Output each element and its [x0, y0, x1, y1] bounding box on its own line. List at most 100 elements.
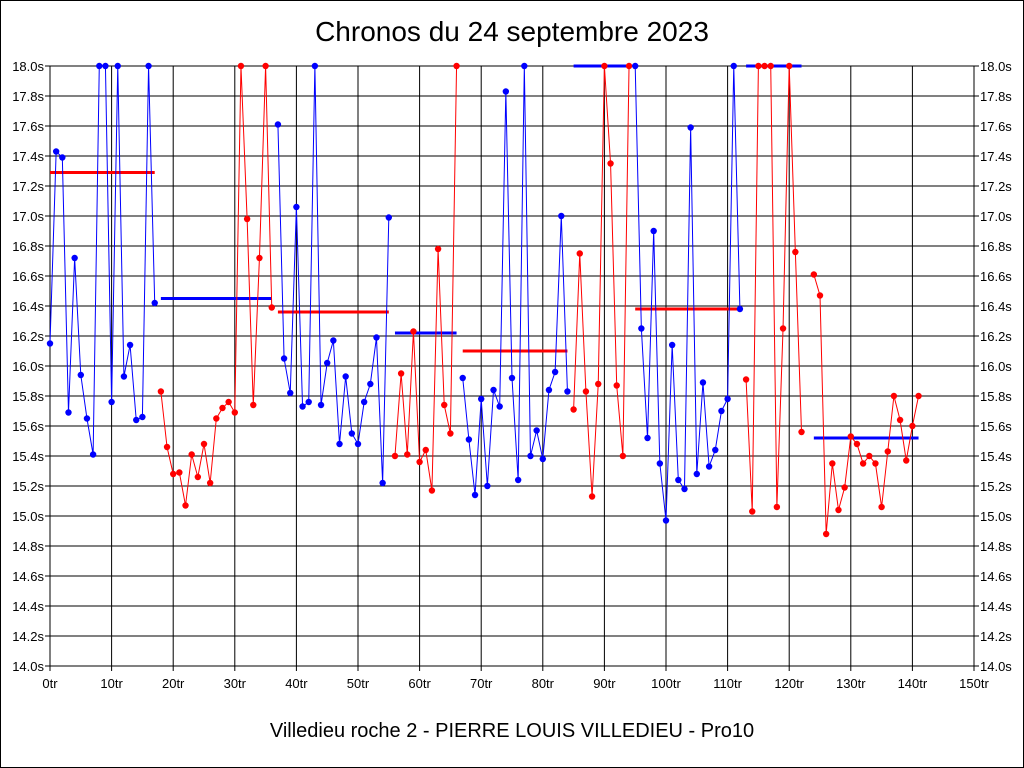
data-point [564, 388, 571, 395]
axis-tick-labels: 0tr 10tr 20tr 30tr 40tr 50tr 60tr 70tr 80tr 90tr 1… [12, 59, 1012, 691]
data-point [46, 340, 54, 347]
x-tick-label: 130tr [836, 676, 866, 691]
data-point [324, 359, 331, 367]
data-point [299, 403, 306, 410]
data-point [219, 404, 226, 412]
data-point [699, 379, 707, 386]
data-point [755, 62, 762, 70]
y-tick-label-left: 16.6s [12, 269, 44, 284]
y-tick-label-right: 14.6s [980, 569, 1012, 584]
data-point [342, 373, 349, 380]
data-point [607, 160, 614, 167]
y-tick-label-left: 17.8s [12, 89, 44, 104]
data-point [428, 487, 436, 494]
x-tick-label: 0tr [42, 676, 58, 691]
data-point [305, 398, 312, 406]
x-tick-label: 110tr [713, 676, 742, 691]
data-point [687, 124, 694, 131]
series-line [634, 65, 741, 521]
data-point [367, 380, 374, 388]
data-point [453, 62, 460, 70]
data-point [718, 407, 725, 415]
data-point [256, 254, 263, 262]
series-line [462, 65, 568, 496]
data-point [151, 299, 158, 307]
data-point [638, 325, 645, 332]
x-tick-label: 100tr [651, 676, 681, 691]
data-point [206, 479, 214, 487]
data-point [730, 62, 737, 70]
data-point [237, 62, 245, 70]
data-point [514, 476, 522, 484]
x-tick-label: 120tr [774, 676, 804, 691]
data-point [268, 304, 275, 311]
data-point [496, 403, 503, 410]
series-line [394, 65, 458, 491]
data-point [213, 415, 220, 422]
y-tick-label-left: 14.2s [12, 629, 44, 644]
data-point [570, 406, 577, 413]
y-tick-label-left: 14.0s [12, 659, 44, 674]
y-tick-label-right: 17.6s [980, 119, 1012, 134]
series-line [573, 65, 630, 497]
data-point [280, 355, 288, 362]
data-point [447, 430, 454, 437]
data-point [521, 62, 528, 70]
y-tick-label-right: 18.0s [980, 59, 1012, 74]
data-point [434, 245, 442, 253]
y-tick-label-left: 17.2s [12, 179, 44, 194]
data-point [410, 328, 417, 335]
data-point [231, 409, 238, 416]
data-point [243, 215, 251, 223]
data-point [545, 386, 553, 394]
grid-lines [45, 65, 979, 671]
data-point [385, 214, 392, 221]
data-point [841, 484, 848, 491]
y-tick-label-left: 17.4s [12, 149, 44, 164]
data-point [650, 227, 657, 235]
y-tick-label-right: 16.2s [980, 329, 1012, 344]
data-point [539, 455, 546, 463]
y-tick-label-right: 14.2s [980, 629, 1012, 644]
data-point [779, 325, 787, 332]
y-tick-label-right: 17.0s [980, 209, 1012, 224]
y-tick-label-left: 14.6s [12, 569, 44, 584]
data-point [601, 62, 608, 70]
chart-title: Chronos du 24 septembre 2023 [315, 16, 709, 47]
data-point [742, 376, 750, 383]
data-point [317, 401, 325, 409]
data-point [632, 62, 639, 70]
y-tick-label-right: 16.8s [980, 239, 1012, 254]
y-tick-label-right: 16.0s [980, 359, 1012, 374]
data-point [459, 374, 466, 382]
data-point [705, 463, 713, 470]
data-point [89, 451, 97, 458]
data-point [656, 460, 664, 467]
data-point [139, 413, 146, 421]
y-tick-label-right: 14.0s [980, 659, 1012, 674]
data-point [102, 62, 109, 70]
data-point [903, 457, 910, 464]
data-point [693, 470, 700, 478]
data-point [909, 422, 916, 430]
data-point [397, 370, 405, 377]
x-tick-label: 150tr [959, 676, 989, 691]
data-point [126, 341, 134, 349]
data-point [145, 62, 152, 70]
x-tick-label: 60tr [408, 676, 431, 691]
data-point [65, 409, 72, 416]
y-tick-label-left: 16.0s [12, 359, 44, 374]
y-tick-label-right: 15.6s [980, 419, 1012, 434]
data-point [767, 62, 774, 70]
data-point [853, 440, 861, 448]
data-point [379, 479, 386, 487]
y-tick-label-left: 15.0s [12, 509, 44, 524]
data-point [749, 508, 756, 515]
data-point [404, 451, 411, 458]
series-line [745, 65, 803, 512]
data-point [527, 452, 534, 460]
x-tick-label: 70tr [470, 676, 493, 691]
y-tick-label-left: 16.2s [12, 329, 44, 344]
data-point [859, 460, 867, 467]
data-point [478, 395, 485, 403]
